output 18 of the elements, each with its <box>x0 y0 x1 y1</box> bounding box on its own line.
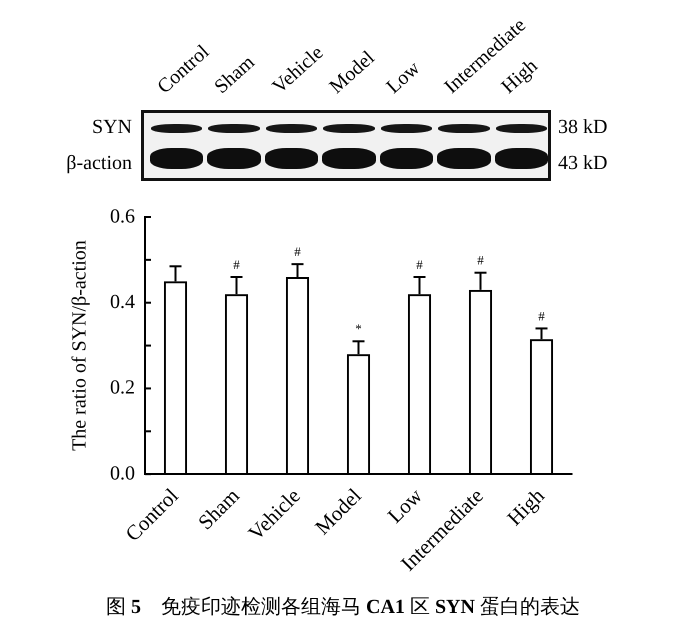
category-label: Low <box>382 57 425 98</box>
text: SYN <box>90 116 132 138</box>
annotation: # <box>538 308 546 324</box>
text: β-action <box>65 152 132 174</box>
y-axis-title: The ratio of SYN/β-action <box>68 240 90 451</box>
annotation: # <box>477 252 484 268</box>
annotation: # <box>416 256 424 272</box>
y-tick-label: 0.4 <box>110 290 135 313</box>
caption: 图 5 免疫印迹检测各组海马 CA1 区 SYN 蛋白的表达 <box>106 596 580 618</box>
text: 38 kD <box>558 116 608 138</box>
annotation: # <box>233 256 240 272</box>
y-tick-label: 0.2 <box>110 376 135 399</box>
annotation: * <box>355 321 362 336</box>
x-tick-label: High <box>502 483 550 530</box>
y-tick-label: 0.6 <box>110 205 135 228</box>
annotation: # <box>294 244 302 260</box>
y-tick-label: 0.0 <box>110 462 135 484</box>
text: 43 kD <box>558 152 608 174</box>
